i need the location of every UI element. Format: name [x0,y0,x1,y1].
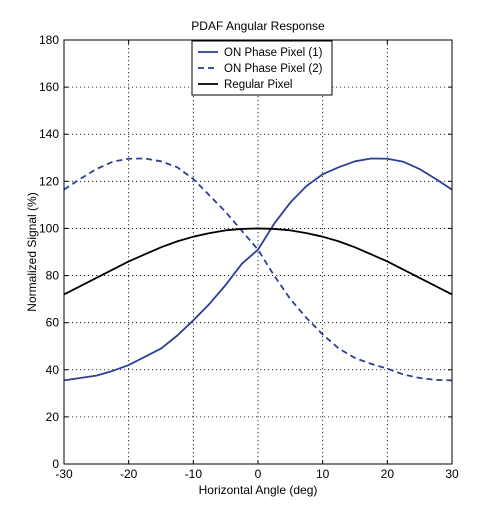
legend-box [191,40,333,96]
y-tick-label: 80 [46,269,60,283]
x-axis-title: Horizontal Angle (deg) [199,483,318,497]
x-tick-label: -30 [55,467,73,481]
series-line-2 [63,157,453,382]
x-tick-label: 10 [316,467,330,481]
legend-label-2: ON Phase Pixel (2) [224,63,323,75]
grid-lines [64,40,452,464]
y-tick-label: 20 [46,410,60,424]
y-tick-label: 160 [39,80,59,94]
y-tick-label: 100 [39,221,59,235]
legend-label-3: Regular Pixel [224,79,292,91]
y-tick-label: 140 [39,127,59,141]
x-tick-label: -20 [120,467,138,481]
chart-title: PDAF Angular Response [191,19,325,33]
x-tick-label: -10 [185,467,203,481]
axis-ticks: -30 -20 -10 0 10 20 30 0 20 40 60 80 100 120 140 160 180 [39,33,459,481]
y-axis-title: Normalized Signal (%) [25,192,39,311]
x-tick-label: 20 [381,467,395,481]
legend: ON Phase Pixel (1) ON Phase Pixel (2) Regu… [191,40,333,96]
series-line-1 [63,157,453,382]
y-tick-label: 0 [52,457,59,471]
series-lines [63,157,453,382]
legend-label-1: ON Phase Pixel (1) [224,47,323,59]
x-tick-label: 0 [255,467,262,481]
y-tick-label: 180 [39,33,59,47]
x-tick-label: 30 [445,467,459,481]
y-tick-label: 40 [46,363,60,377]
y-tick-label: 120 [39,174,59,188]
series-line-3 [63,227,453,296]
y-tick-label: 60 [46,316,60,330]
